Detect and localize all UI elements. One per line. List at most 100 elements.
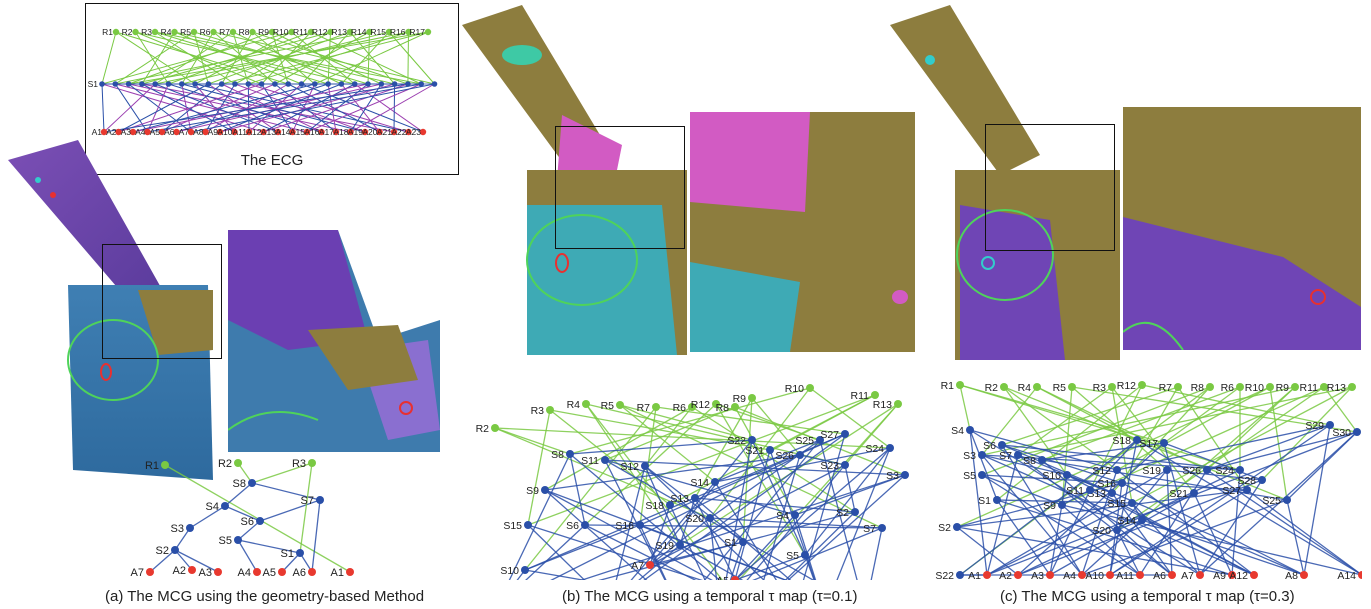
node-r6 [1236,383,1244,391]
ecg-edge [128,31,273,85]
node-label-s30: S30 [1332,427,1351,439]
ecg-edge [118,83,209,133]
graph-edge [694,497,736,580]
node-label-s3: S3 [886,470,899,482]
node-label-s21: S21 [745,445,764,457]
ecg-label-r16: R16 [390,27,406,37]
graph-edge [524,524,641,571]
graph-edge [1286,431,1358,501]
ecg-label-r6: R6 [200,27,211,37]
node-label-s28: S28 [1237,475,1256,487]
ecg-saddle-node [205,81,212,87]
node-s22 [956,571,964,579]
graph-edge [527,394,876,526]
graph-edge [494,427,891,449]
node-label-s18: S18 [1112,435,1131,447]
node-r10 [1266,383,1274,391]
graph-edge [1017,479,1263,576]
node-s25 [1283,496,1291,504]
graph-edge [981,474,1063,506]
graph-edge [237,539,258,573]
node-label-r4: R4 [1018,382,1032,394]
ecg-saddle-node [218,81,225,87]
node-label-s2: S2 [836,507,849,519]
node-label-s13: S13 [670,493,689,505]
node-s19 [676,541,684,549]
graph-edge [550,454,801,580]
node-a6 [1168,571,1176,579]
node-a10 [1106,571,1114,579]
node-label-s12: S12 [620,461,639,473]
node-label-r12: R12 [691,399,710,411]
caption-c: (c) The MCG using a temporal τ map (τ=0.… [1000,588,1295,605]
ecg-label-r17: R17 [409,27,425,37]
ecg-node-r10 [288,28,295,36]
ecg-node-a9 [216,128,224,136]
node-label-r3: R3 [1093,382,1107,394]
node-s6 [998,441,1006,449]
node-s1 [296,549,304,557]
ecg-saddle-node [285,81,291,87]
graph-edge [604,406,736,461]
node-s4 [221,502,229,510]
graph-edge [769,394,876,451]
ecg-node-a18 [347,128,354,136]
node-label-s6: S6 [566,520,579,532]
graph-edge [752,527,883,580]
node-s13 [1108,489,1116,497]
node-r9 [748,394,756,402]
node-label-s27: S27 [820,429,839,441]
node-r3 [308,459,316,467]
ecg-label-a3: A3 [121,127,132,137]
node-label-r8: R8 [1191,382,1205,394]
node-label-r2: R2 [985,382,999,394]
node-label-r11: R11 [851,390,870,402]
ecg-label-a16: A16 [304,127,319,137]
graph-edge [981,454,1241,471]
graph-edge [1061,504,1362,576]
graph-edge [1001,386,1179,446]
node-r7 [1174,383,1182,391]
node-label-s24: S24 [865,443,884,455]
ecg-edge [132,83,369,133]
graph-edge [1066,474,1113,494]
node-label-a11: A11 [1116,570,1134,582]
node-a7 [646,561,654,569]
ecg-saddle-node [391,81,398,87]
node-a3 [1046,571,1054,579]
ecg-label-r1: R1 [102,27,113,37]
node-s17 [1160,439,1168,447]
graph-edge [1116,469,1255,576]
node-label-s9: S9 [526,485,539,497]
graph-edge [604,459,906,476]
graph-edge [1206,424,1331,471]
ecg-node-a23 [419,128,427,136]
graph-edge [784,511,856,580]
node-label-s10: S10 [1042,470,1061,482]
node-s6 [256,517,264,525]
graph-edge [714,481,778,580]
node-s8 [566,450,574,458]
graph-edge [981,386,1211,476]
node-label-s9: S9 [1043,500,1056,512]
node-a7 [1196,571,1204,579]
node-label-r2: R2 [476,423,490,435]
ecg-node-r16 [405,28,412,36]
ecg-edge [147,83,422,133]
node-r1 [161,461,169,469]
ecg-label-a22: A22 [391,127,406,137]
graph-edge [569,453,586,526]
ecg-edge [208,83,279,133]
graph-edge [769,449,816,580]
graph-edge [604,459,666,580]
node-a14 [1358,571,1362,579]
graph-edge [649,464,846,566]
node-label-s6: S6 [241,516,254,528]
graph-edge [1116,469,1168,531]
node-label-r5: R5 [1053,382,1067,394]
node-s11 [601,456,609,464]
node-label-r1: R1 [941,380,955,392]
render-a-main [8,140,218,480]
node-s26 [1203,466,1211,474]
node-s16 [1118,479,1126,487]
